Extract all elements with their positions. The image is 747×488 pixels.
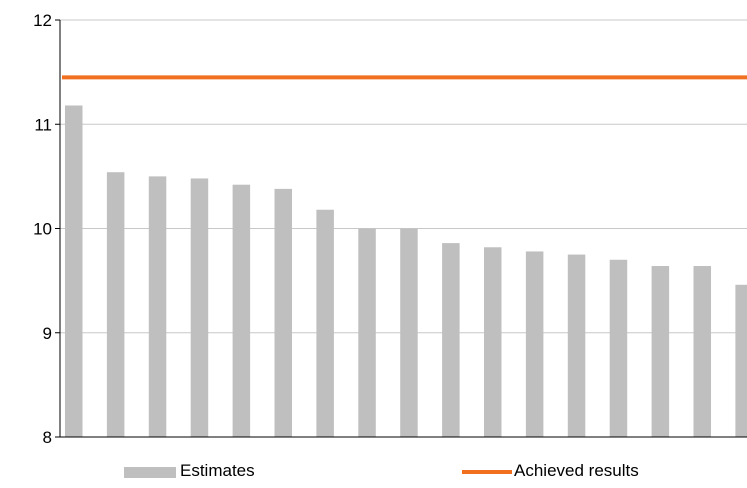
bar-estimate [358,228,376,437]
bar-estimate [65,105,83,438]
bar-estimate [735,284,747,437]
estimates-bars [65,105,747,438]
bar-estimate [693,266,711,437]
bar-estimate [567,254,586,437]
bar-estimate [316,209,334,437]
y-tick-label: 11 [34,115,52,134]
legend: Estimates Achieved results [124,461,639,480]
y-tick-label: 9 [43,324,52,343]
legend-label-achieved: Achieved results [514,461,639,480]
bar-estimate [148,176,167,437]
bar-estimate [190,178,209,437]
axes: 8 9 10 11 12 [33,11,747,447]
y-tick-label: 10 [33,220,52,239]
bar-estimate [274,188,292,437]
legend-label-estimates: Estimates [180,461,255,480]
bar-estimate [442,243,460,437]
y-tick-label: 8 [43,428,52,447]
bar-estimate [525,251,544,437]
bar-estimate [651,266,670,437]
bar-estimate [609,259,628,437]
bar-estimate [232,184,251,437]
bar-estimate [400,228,418,437]
bar-estimate [484,247,502,437]
bar-estimate [106,172,125,437]
y-tick-label: 12 [33,11,52,30]
legend-swatch-estimates [124,467,176,478]
